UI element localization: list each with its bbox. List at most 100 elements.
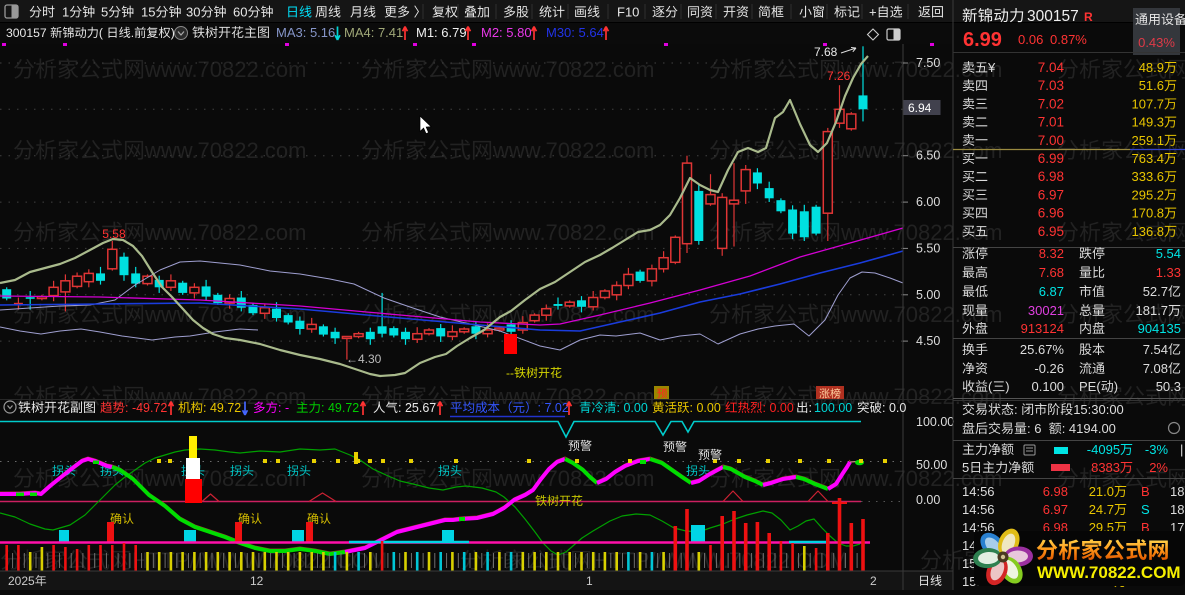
svg-text:HTTP//WWW.70822.COM: HTTP//WWW.70822.COM: [592, 548, 847, 573]
svg-text:: -: : -: [278, 401, 289, 415]
svg-text:18: 18: [1170, 502, 1184, 517]
svg-text:M1: 6.79: M1: 6.79: [416, 25, 467, 40]
svg-text:6.99: 6.99: [1038, 151, 1064, 166]
svg-text:5: 5: [101, 5, 108, 20]
svg-text:WWW.70822.COM: WWW.70822.COM: [1037, 563, 1181, 582]
svg-text:7.26: 7.26: [827, 69, 851, 83]
svg-text:6.99: 6.99: [963, 29, 1002, 51]
svg-text:2%: 2%: [1149, 460, 1168, 475]
svg-text::: :: [1014, 402, 1018, 417]
svg-text:7.68: 7.68: [814, 45, 838, 59]
svg-text:300157: 300157: [1027, 8, 1079, 25]
svg-text:PE(: PE(: [1079, 379, 1101, 394]
svg-text:136.8: 136.8: [1132, 224, 1165, 239]
svg-text:60: 60: [233, 5, 247, 20]
svg-text:.: .: [131, 26, 134, 40]
svg-text:24.7: 24.7: [1089, 502, 1114, 517]
svg-text:www.70822.com: www.70822.com: [840, 138, 1002, 163]
svg-text:6.96: 6.96: [1038, 206, 1064, 221]
svg-text:: 0.0: : 0.0: [882, 401, 906, 415]
svg-text:6.94: 6.94: [908, 101, 932, 115]
svg-text:www.70822.com: www.70822.com: [492, 384, 654, 409]
svg-text:5: 5: [962, 460, 969, 475]
svg-text:259.1: 259.1: [1132, 133, 1165, 148]
svg-text:www.70822.com: www.70822.com: [144, 220, 306, 245]
svg-text:0.100: 0.100: [1032, 379, 1065, 394]
svg-text:M2: 5.80: M2: 5.80: [481, 25, 532, 40]
svg-text:2025: 2025: [8, 574, 35, 588]
svg-text:0.87%: 0.87%: [1050, 32, 1087, 47]
svg-text:www.70822.com: www.70822.com: [840, 302, 1002, 327]
svg-text:1: 1: [62, 5, 69, 20]
svg-text:-0.26: -0.26: [1034, 361, 1064, 376]
svg-text:6.97: 6.97: [1043, 502, 1068, 517]
svg-text:-3%: -3%: [1145, 442, 1169, 457]
svg-text:7.01: 7.01: [1038, 115, 1064, 130]
svg-text:www.70822.com: www.70822.com: [144, 302, 306, 327]
svg-text:181.7: 181.7: [1136, 303, 1169, 318]
svg-text:15:30:00: 15:30:00: [1073, 402, 1124, 417]
svg-text:149.3: 149.3: [1132, 115, 1165, 130]
svg-text:: 0.00: : 0.00: [617, 401, 648, 415]
svg-text:14:56: 14:56: [962, 502, 995, 517]
svg-text:): ): [1005, 379, 1009, 394]
svg-text:7.54: 7.54: [1143, 342, 1168, 357]
svg-text:5.50: 5.50: [916, 241, 940, 255]
svg-text:4.50: 4.50: [916, 334, 940, 348]
svg-text:7.68: 7.68: [1039, 265, 1064, 280]
svg-text:): ): [1114, 379, 1118, 394]
svg-text:15: 15: [141, 5, 155, 20]
svg-text:www.70822.com: www.70822.com: [144, 466, 306, 491]
svg-text:: 4194.00: : 4194.00: [1062, 421, 1116, 436]
svg-text:: 6: : 6: [1027, 421, 1041, 436]
svg-text:30021: 30021: [1028, 303, 1064, 318]
svg-text:295.2: 295.2: [1132, 187, 1165, 202]
svg-text:8.32: 8.32: [1039, 246, 1064, 261]
svg-text:¥: ¥: [987, 60, 996, 75]
svg-text:5.54: 5.54: [1156, 246, 1181, 261]
svg-text:(: (: [988, 379, 993, 394]
svg-text:107.7: 107.7: [1132, 96, 1165, 111]
svg-text:B: B: [1141, 520, 1150, 535]
svg-text:1: 1: [586, 574, 593, 588]
svg-text:18: 18: [1170, 484, 1184, 499]
svg-text:100.00: 100.00: [814, 401, 852, 415]
svg-text:6.87: 6.87: [1039, 284, 1064, 299]
svg-text:5.00: 5.00: [916, 288, 940, 302]
svg-text:0.06: 0.06: [1018, 32, 1043, 47]
svg-text:25.67%: 25.67%: [1020, 342, 1065, 357]
svg-text:52.7: 52.7: [1143, 284, 1168, 299]
svg-text:B: B: [1141, 484, 1150, 499]
svg-text:: 49.72: : 49.72: [203, 401, 241, 415]
svg-text:+: +: [869, 5, 877, 20]
svg-text:0.43%: 0.43%: [1138, 35, 1175, 50]
svg-text:904135: 904135: [1138, 321, 1181, 336]
svg-text:8383: 8383: [1091, 460, 1120, 475]
svg-text:: 0.00: : 0.00: [763, 401, 794, 415]
svg-text:: 7.02: : 7.02: [538, 401, 569, 415]
svg-text:M30: 5.64: M30: 5.64: [546, 25, 604, 40]
svg-text:www.70822.com: www.70822.com: [840, 57, 1002, 82]
svg-text:6.98: 6.98: [1043, 484, 1068, 499]
svg-text:7.02: 7.02: [1038, 96, 1064, 111]
svg-text:7.03: 7.03: [1038, 78, 1064, 93]
svg-text:S: S: [1141, 502, 1150, 517]
svg-text:30: 30: [186, 5, 200, 20]
svg-text:: 49.72: : 49.72: [321, 401, 359, 415]
svg-text:(: (: [99, 26, 103, 40]
svg-text:170.8: 170.8: [1132, 206, 1165, 221]
svg-text::: :: [809, 401, 812, 415]
svg-text:7.50: 7.50: [916, 56, 940, 70]
svg-text:6.95: 6.95: [1038, 224, 1064, 239]
svg-text:21.0: 21.0: [1089, 484, 1114, 499]
svg-text:913124: 913124: [1021, 321, 1064, 336]
svg-text:www.70822.com: www.70822.com: [840, 220, 1002, 245]
svg-text:51.6: 51.6: [1139, 78, 1164, 93]
svg-text:48.9: 48.9: [1139, 60, 1164, 75]
svg-text:: -49.72: : -49.72: [125, 401, 167, 415]
svg-text:14:56: 14:56: [962, 484, 995, 499]
svg-text:6.00: 6.00: [916, 195, 940, 209]
svg-text:6.50: 6.50: [916, 149, 940, 163]
svg-text:100.00: 100.00: [916, 415, 954, 429]
svg-text:300157: 300157: [6, 26, 47, 40]
